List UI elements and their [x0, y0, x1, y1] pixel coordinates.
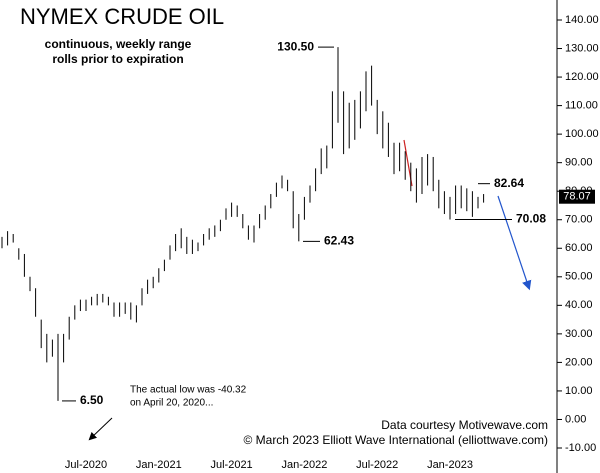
x-tick-label: Jul-2021 [210, 459, 252, 471]
annotation-label: 130.50 [277, 39, 314, 53]
note: The actual low was -40.32 [130, 385, 247, 396]
y-tick-label: 40.00 [565, 299, 593, 311]
y-tick-label: 130.00 [565, 42, 599, 54]
y-tick-label: 140.00 [565, 14, 599, 26]
y-tick-label: 60.00 [565, 242, 593, 254]
last-price-tag [559, 189, 595, 204]
note: © March 2023 Elliott Wave International … [243, 433, 548, 447]
x-tick-label: Jan-2022 [281, 459, 327, 471]
last-price-label: 78.07 [563, 191, 591, 203]
y-tick-label: 100.00 [565, 128, 599, 140]
x-tick-label: Jul-2022 [356, 459, 398, 471]
y-tick-label: 10.00 [565, 385, 593, 397]
annotation-label: 62.43 [324, 234, 354, 248]
subtitle: rolls prior to expiration [52, 52, 183, 66]
arrow [88, 417, 113, 441]
arrow [497, 195, 532, 291]
x-tick-label: Jan-2023 [427, 459, 473, 471]
y-tick-label: 90.00 [565, 157, 593, 169]
y-tick-label: 120.00 [565, 71, 599, 83]
subtitle: continuous, weekly range [45, 37, 192, 51]
y-tick-label: -10.00 [565, 442, 596, 454]
note: Data courtesy Motivewave.com [381, 418, 548, 432]
x-tick-label: Jul-2020 [65, 459, 107, 471]
annotation-label: 6.50 [80, 393, 104, 407]
y-tick-label: 50.00 [565, 271, 593, 283]
chart-title: NYMEX CRUDE OIL [20, 4, 224, 29]
y-tick-label: 30.00 [565, 328, 593, 340]
annotation-label: 70.08 [516, 212, 546, 226]
note: on April 20, 2020... [130, 398, 213, 409]
annotation-label: 82.64 [494, 176, 524, 190]
y-tick-label: 20.00 [565, 356, 593, 368]
y-tick-label: 70.00 [565, 214, 593, 226]
y-tick-label: 0.00 [565, 413, 586, 425]
x-tick-label: Jan-2021 [136, 459, 182, 471]
y-tick-label: 110.00 [565, 100, 598, 112]
